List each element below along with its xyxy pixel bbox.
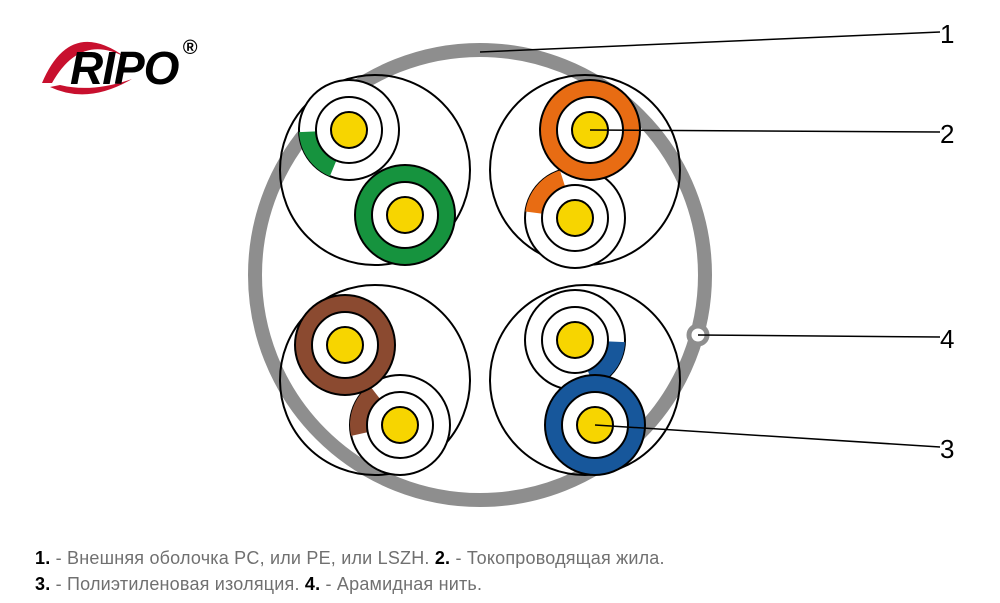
legend-num-2: 2. [435,548,450,568]
legend-line-2: 3. - Полиэтиленовая изоляция. 4. - Арами… [35,571,665,597]
legend-text-4: - Арамидная нить. [320,574,482,594]
callout-label-1: 1 [940,19,954,49]
legend-line-1: 1. - Внешняя оболочка PC, или PE, или LS… [35,545,665,571]
legend: 1. - Внешняя оболочка PC, или PE, или LS… [35,545,665,597]
legend-text-1: - Внешняя оболочка PC, или PE, или LSZH. [50,548,434,568]
callout-line-4 [698,335,940,337]
callout-label-4: 4 [940,324,954,354]
callout-label-2: 2 [940,119,954,149]
legend-num-3: 3. [35,574,50,594]
brand-name: RIPO [70,42,178,94]
callout-label-3: 3 [940,434,954,464]
pair-brown [280,285,470,475]
brand-logo: RIPO® [30,35,230,105]
legend-num-1: 1. [35,548,50,568]
callout-line-2 [590,130,940,132]
legend-text-3: - Полиэтиленовая изоляция. [50,574,304,594]
callout-line-1 [480,32,940,52]
pair-green [280,75,470,265]
legend-text-2: - Токопроводящая жила. [450,548,664,568]
legend-num-4: 4. [305,574,320,594]
pair-orange [490,75,680,268]
pair-blue [490,285,680,475]
brand-reg: ® [182,37,196,59]
